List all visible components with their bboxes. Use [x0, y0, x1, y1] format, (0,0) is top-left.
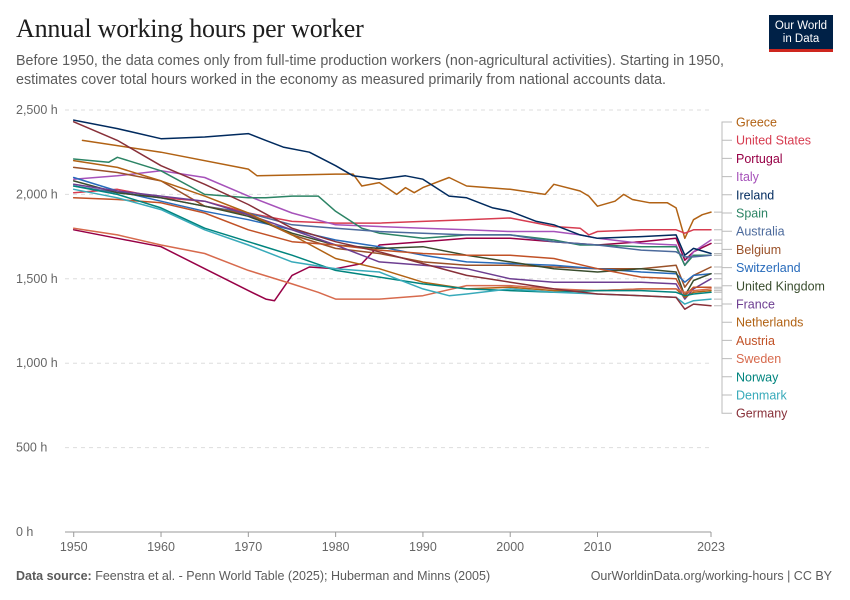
y-tick-label: 2,000 h [16, 187, 58, 201]
y-tick-label: 0 h [16, 525, 33, 539]
y-axis-tick-labels: 0 h 500 h 1,000 h 1,500 h 2,000 h 2,500 h [16, 103, 58, 539]
series-line-germany[interactable] [72, 121, 712, 310]
legend-connector [714, 139, 732, 231]
y-tick-label: 1,000 h [16, 356, 58, 370]
legend-connector [714, 298, 732, 396]
legend-label-greece[interactable]: Greece [736, 116, 777, 130]
legend-label-ireland[interactable]: Ireland [736, 188, 774, 202]
x-tick-label: 1970 [234, 540, 262, 554]
x-tick-label: 1980 [322, 540, 350, 554]
chart-subtitle: Before 1950, the data comes only from fu… [16, 53, 725, 88]
legend-label-portugal[interactable]: Portugal [736, 152, 783, 166]
legend-label-denmark[interactable]: Denmark [736, 389, 787, 403]
logo-line-1: Our World [774, 20, 828, 32]
series-line-ireland[interactable] [72, 119, 712, 256]
legend-label-belgium[interactable]: Belgium [736, 243, 781, 257]
x-tick-label: 2000 [496, 540, 524, 554]
series-line-austria[interactable] [72, 197, 712, 297]
legend-connector [714, 212, 732, 256]
data-source-text: Feenstra et al. - Penn World Table (2025… [95, 569, 491, 583]
legend-connector [714, 194, 732, 254]
data-source-label: Data source: [16, 569, 92, 583]
legend-label-austria[interactable]: Austria [736, 334, 775, 348]
legend-connector [714, 157, 732, 244]
legend-label-united-kingdom[interactable]: United Kingdom [736, 279, 825, 293]
x-axis: 1950 1960 1970 1980 1990 2000 2010 2023 [60, 532, 725, 554]
x-tick-label: 1990 [409, 540, 437, 554]
x-tick-label: 1950 [60, 540, 88, 554]
legend-connector [714, 121, 732, 213]
legend-label-norway[interactable]: Norway [736, 370, 779, 384]
x-tick-label: 2010 [584, 540, 612, 554]
series-line-norway[interactable] [72, 185, 712, 297]
legend-connector [714, 278, 732, 305]
legend-label-sweden[interactable]: Sweden [736, 352, 781, 366]
legend-connector [714, 291, 732, 378]
legend-connector [714, 267, 732, 275]
legend-connectors [714, 121, 732, 414]
owid-logo[interactable]: Our World in Data [769, 15, 833, 52]
legend-connector [714, 176, 732, 241]
legend-label-italy[interactable]: Italy [736, 170, 760, 184]
legend-label-netherlands[interactable]: Netherlands [736, 316, 803, 330]
x-tick-label: 1960 [147, 540, 175, 554]
series-line-portugal[interactable] [72, 229, 712, 302]
legend-label-germany[interactable]: Germany [736, 407, 788, 421]
series-line-belgium[interactable] [72, 166, 712, 288]
url-license[interactable]: OurWorldinData.org/working-hours | CC BY [590, 569, 832, 583]
legend-label-australia[interactable]: Australia [736, 225, 785, 239]
legend-label-switzerland[interactable]: Switzerland [736, 261, 801, 275]
legend-connector [714, 273, 732, 287]
grid-lines [65, 109, 711, 533]
data-source: Data source: Feenstra et al. - Penn Worl… [16, 569, 490, 583]
series-line-netherlands[interactable] [72, 159, 712, 299]
legend-connector [714, 290, 732, 323]
series-lines [72, 119, 712, 310]
logo-line-2: in Data [782, 33, 820, 45]
series-line-italy[interactable] [72, 170, 712, 267]
y-tick-label: 1,500 h [16, 272, 58, 286]
legend-connector [714, 286, 732, 341]
legend-connector [714, 230, 732, 256]
legend-label-spain[interactable]: Spain [736, 207, 768, 221]
chart-title: Annual working hours per worker [16, 14, 364, 43]
series-line-spain[interactable] [72, 156, 712, 267]
x-tick-label: 2023 [697, 540, 725, 554]
y-tick-label: 2,500 h [16, 103, 58, 117]
legend-label-france[interactable]: France [736, 298, 775, 312]
legend[interactable]: Greece United States Portugal Italy Ireland S… [736, 116, 825, 421]
legend-connector [714, 248, 732, 268]
series-line-sweden[interactable] [72, 227, 712, 300]
series-line-france[interactable] [72, 183, 712, 300]
y-tick-label: 500 h [16, 441, 47, 455]
series-line-switzerland[interactable] [72, 176, 712, 283]
legend-label-united-states[interactable]: United States [736, 134, 811, 148]
series-line-united-kingdom[interactable] [72, 180, 712, 297]
legend-connector [714, 305, 732, 414]
